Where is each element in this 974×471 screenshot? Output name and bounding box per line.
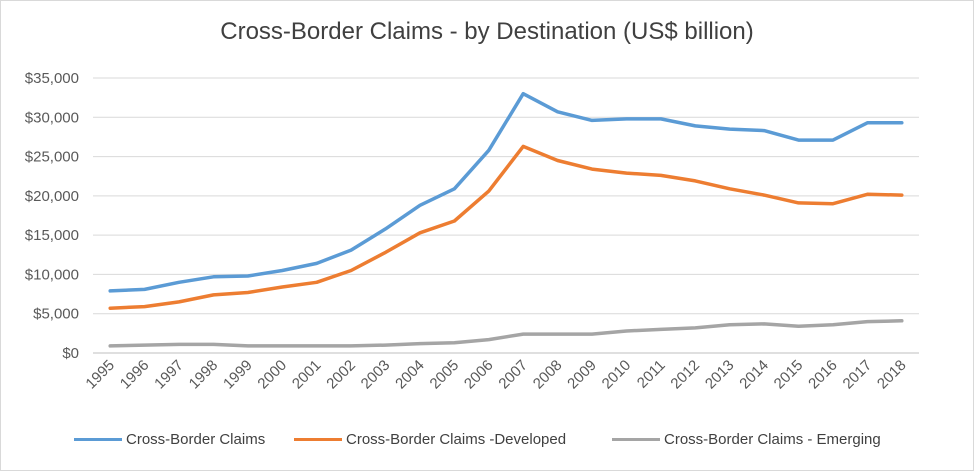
gridlines xyxy=(93,77,919,354)
x-tick-label: 2008 xyxy=(530,357,566,393)
x-tick-label: 2016 xyxy=(805,357,841,393)
x-tick-label: 2015 xyxy=(771,357,807,393)
x-tick-label: 2009 xyxy=(564,357,600,393)
legend-label-series-2: Cross-Border Claims -Developed xyxy=(346,430,567,448)
y-tick-label: $20,000 xyxy=(25,188,79,205)
y-tick-label: $5,000 xyxy=(33,306,79,323)
legend-item-series-2: Cross-Border Claims -Developed xyxy=(294,429,566,449)
x-tick-label: 1996 xyxy=(117,357,153,393)
x-tick-label: 2003 xyxy=(358,357,394,393)
x-tick-label: 2017 xyxy=(840,357,876,393)
x-tick-label: 2013 xyxy=(702,357,738,393)
series-line-3 xyxy=(108,319,904,348)
x-tick-label: 1999 xyxy=(220,357,256,393)
legend-label-series-1: Cross-Border Claims xyxy=(126,430,266,448)
x-tick-label: 2014 xyxy=(736,357,772,393)
legend-label-series-3: Cross-Border Claims - Emerging xyxy=(664,430,881,448)
x-tick-label: 1998 xyxy=(186,357,222,393)
x-tick-label: 1997 xyxy=(151,357,187,393)
x-tick-label: 2010 xyxy=(599,357,635,393)
x-axis-tick-labels: 1995199619971998199920002001200220032004… xyxy=(82,357,909,393)
series-line-1 xyxy=(108,91,904,293)
series-line-2 xyxy=(108,144,904,310)
x-tick-label: 2018 xyxy=(874,357,910,393)
legend: Cross-Border Claims Cross-Border Claims … xyxy=(0,429,974,449)
y-axis-tick-labels: $0 $5,000 $10,000 $15,000 $20,000 $25,000 $30,… xyxy=(25,70,79,362)
x-tick-label: 2006 xyxy=(461,357,497,393)
x-tick-label: 2004 xyxy=(392,357,428,393)
x-tick-label: 2002 xyxy=(323,357,359,393)
chart-title: Cross-Border Claims - by Destination (US… xyxy=(220,18,754,45)
x-tick-label: 2000 xyxy=(254,357,290,393)
x-tick-label: 1995 xyxy=(82,357,118,393)
series-lines xyxy=(108,91,904,348)
y-tick-label: $25,000 xyxy=(25,149,79,166)
legend-swatch-series-1 xyxy=(74,437,122,441)
legend-item-series-3: Cross-Border Claims - Emerging xyxy=(612,429,881,449)
x-tick-label: 2007 xyxy=(495,357,531,393)
x-tick-label: 2005 xyxy=(427,357,463,393)
x-tick-label: 2011 xyxy=(634,357,669,392)
x-tick-label: 2012 xyxy=(667,357,703,393)
y-tick-label: $10,000 xyxy=(25,266,79,283)
x-tick-label: 2001 xyxy=(289,357,325,393)
y-tick-label: $0 xyxy=(62,345,79,362)
y-tick-label: $30,000 xyxy=(25,109,79,126)
y-tick-label: $35,000 xyxy=(25,70,79,87)
legend-swatch-series-2 xyxy=(294,437,342,441)
legend-swatch-series-3 xyxy=(612,437,660,441)
legend-item-series-1: Cross-Border Claims xyxy=(74,429,265,449)
y-tick-label: $15,000 xyxy=(25,227,79,244)
